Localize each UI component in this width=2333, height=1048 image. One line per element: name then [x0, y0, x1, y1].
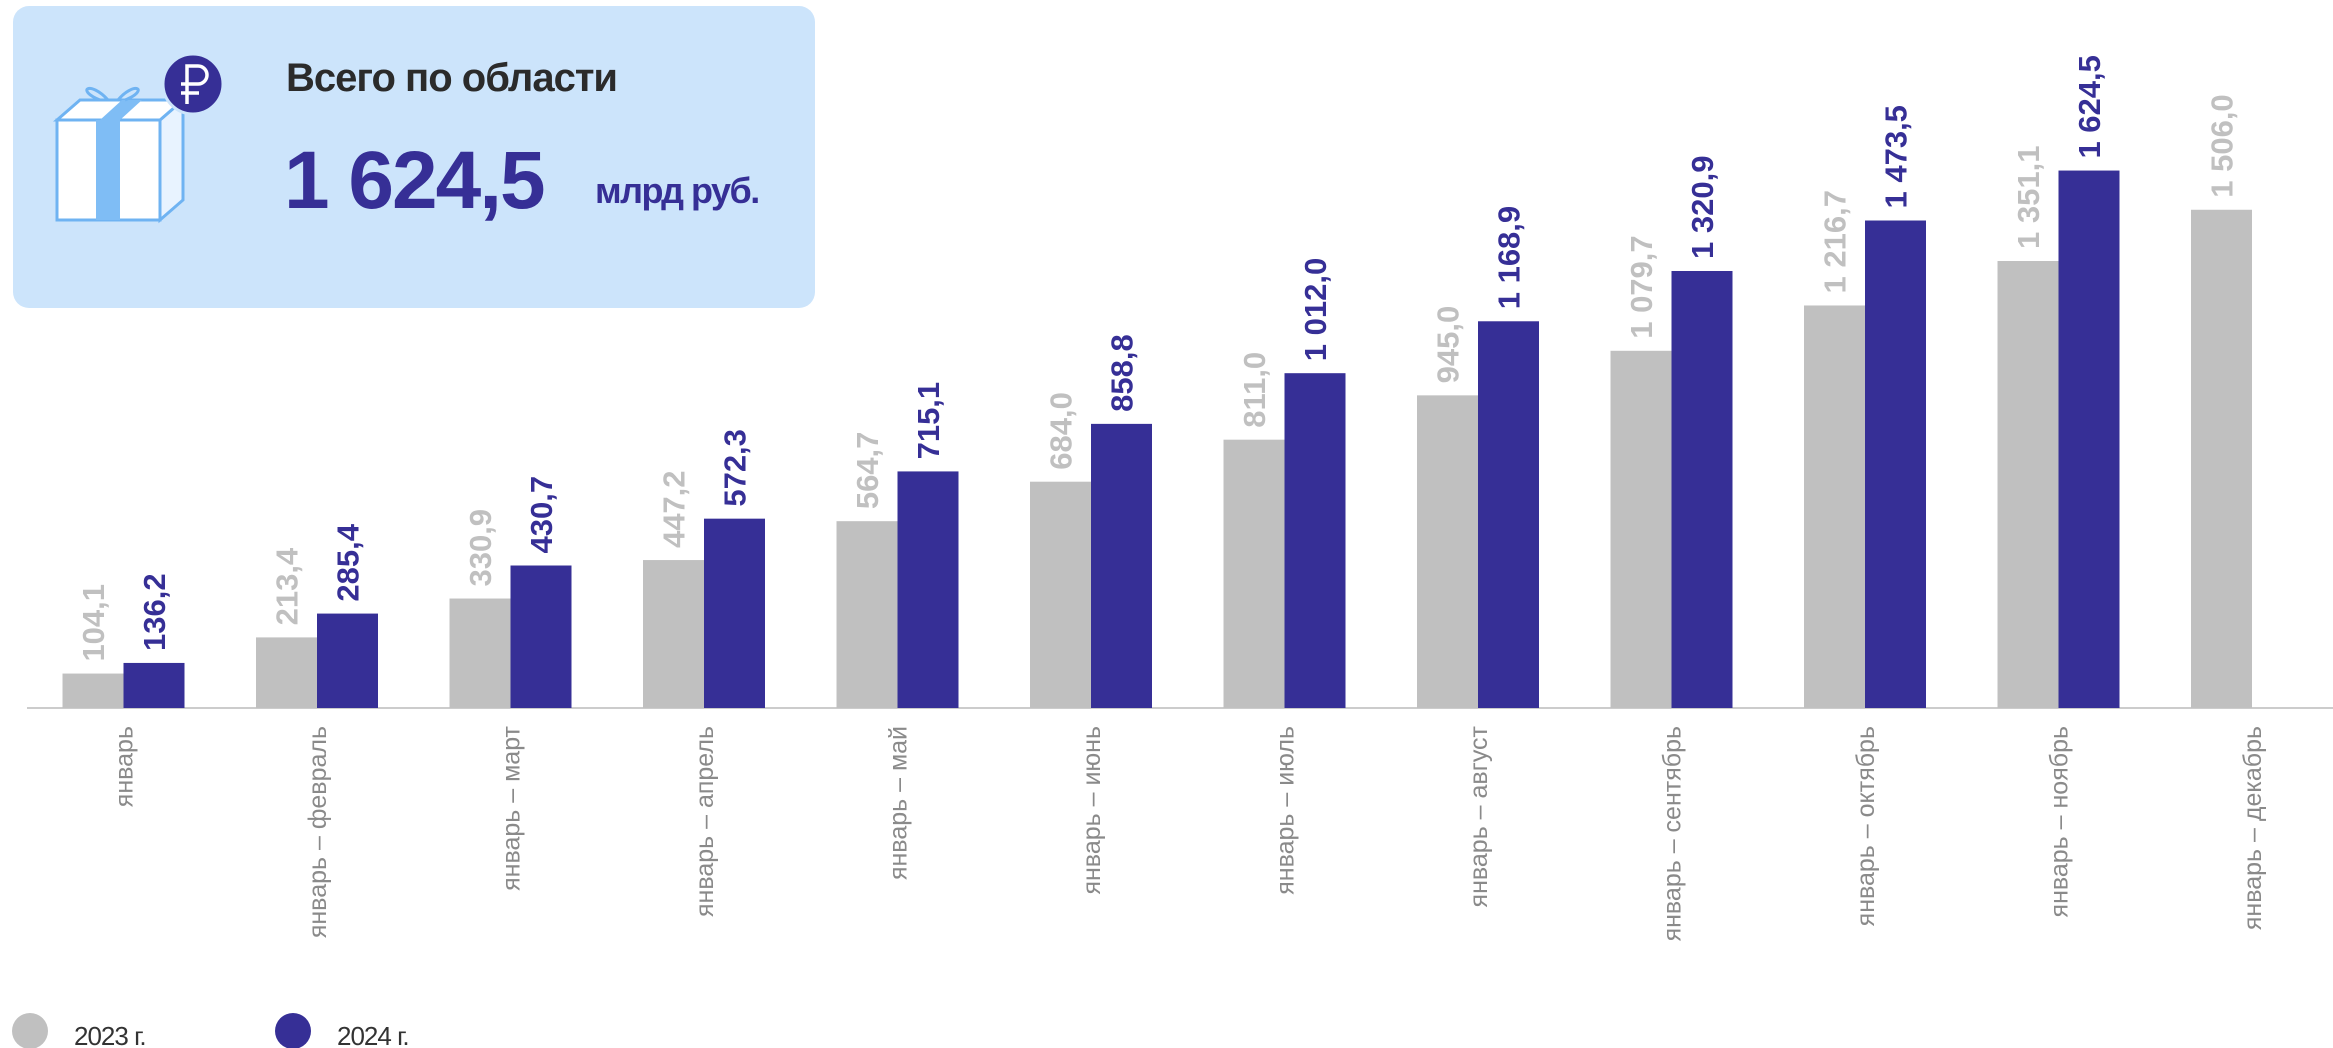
- bar: [449, 598, 511, 708]
- legend-label: 2023 г.: [74, 1021, 146, 1048]
- value-label: 811,0: [1237, 352, 1272, 428]
- bar: [123, 662, 185, 708]
- value-label: 858,8: [1105, 334, 1140, 412]
- x-tick-label: январь – апрель: [691, 726, 719, 917]
- legend-marker: [12, 1013, 48, 1048]
- value-label: 1 624,5: [2072, 55, 2107, 158]
- bar: [1284, 373, 1346, 708]
- bar: [1671, 270, 1733, 708]
- value-label: 945,0: [1431, 306, 1466, 384]
- value-label: 1 012,0: [1298, 258, 1333, 361]
- x-tick-label: январь – сентябрь: [1659, 726, 1687, 941]
- value-label: 330,9: [463, 509, 498, 587]
- value-label: 104,1: [76, 584, 111, 662]
- x-tick-label: январь – август: [1465, 725, 1493, 907]
- value-label: 285,4: [331, 523, 366, 601]
- value-label: 572,3: [718, 429, 753, 507]
- card-title: Всего по области: [286, 56, 617, 100]
- bar: [643, 560, 704, 708]
- value-label: 1 351,1: [2011, 146, 2046, 249]
- bar: [256, 637, 317, 708]
- summary-card: Всего по области 1 624,5 млрд руб.: [13, 6, 815, 308]
- bar: [2058, 170, 2120, 709]
- value-label: 1 320,9: [1685, 156, 1720, 259]
- card-unit: млрд руб.: [595, 170, 759, 211]
- bar: [2191, 209, 2252, 708]
- bar: [704, 518, 765, 708]
- bar: [510, 565, 572, 708]
- legend-marker: [275, 1013, 311, 1048]
- gift-icon: [52, 86, 188, 224]
- value-label: 1 473,5: [1879, 105, 1914, 208]
- bar: [1091, 423, 1152, 708]
- x-tick-label: январь – март: [498, 725, 526, 890]
- ruble-icon: [161, 52, 225, 116]
- value-label: 213,4: [270, 547, 305, 625]
- x-tick-label: январь – июль: [1272, 726, 1300, 895]
- bar: [1030, 481, 1091, 708]
- bar: [1997, 261, 2059, 708]
- card-value: 1 624,5: [284, 135, 544, 226]
- value-label: 684,0: [1044, 392, 1079, 470]
- bar: [317, 613, 378, 708]
- bar: [897, 471, 959, 708]
- value-label: 715,1: [911, 382, 946, 460]
- value-label: 136,2: [137, 573, 172, 651]
- bar: [1223, 439, 1285, 708]
- bar: [1804, 305, 1865, 708]
- value-label: 1 079,7: [1624, 235, 1659, 338]
- x-tick-label: январь – ноябрь: [2046, 726, 2074, 917]
- value-label: 430,7: [524, 476, 559, 554]
- x-tick-label: январь – декабрь: [2239, 726, 2267, 930]
- bar: [1478, 321, 1539, 708]
- value-label: 1 168,9: [1492, 206, 1527, 309]
- value-label: 564,7: [850, 432, 885, 510]
- bar: [62, 673, 124, 708]
- bar: [1610, 350, 1672, 708]
- x-tick-label: январь – октябрь: [1852, 726, 1880, 926]
- value-label: 1 216,7: [1818, 190, 1853, 293]
- x-tick-label: январь: [111, 726, 139, 807]
- x-tick-label: январь – февраль: [304, 726, 332, 938]
- x-tick-label: январь – май: [885, 726, 913, 880]
- bar: [836, 521, 898, 708]
- legend-label: 2024 г.: [337, 1021, 409, 1048]
- x-tick-label: январь – июнь: [1078, 726, 1106, 895]
- value-label: 447,2: [657, 470, 692, 548]
- value-label: 1 506,0: [2205, 94, 2240, 197]
- bar: [1865, 220, 1926, 708]
- bar: [1417, 395, 1478, 708]
